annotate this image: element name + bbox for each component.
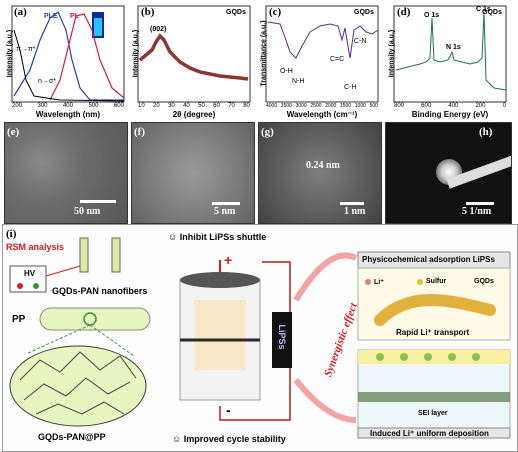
rsm-text: RSM analysis <box>6 242 65 252</box>
separator-label: GQDs-PAN@PP <box>38 432 106 442</box>
fluorescence-glow <box>94 18 102 36</box>
panel-e-label: (e) <box>7 126 20 138</box>
syringe-left <box>79 237 89 273</box>
ftir-cc: C=C <box>330 56 345 63</box>
panel-c-tag: GQDs <box>354 9 374 16</box>
panel-c-xlabel: Wavelength (cm⁻¹) <box>286 110 358 119</box>
ftir-nh: N-H <box>292 78 305 85</box>
scale-g: 1 nm <box>344 206 366 217</box>
lips-box <box>272 312 292 368</box>
ftir-curve <box>267 21 379 59</box>
ftir-cn: C-N <box>354 38 367 45</box>
tem-image-g <box>258 122 382 224</box>
xps-curve <box>395 11 507 91</box>
tem-image-e <box>4 122 128 224</box>
xrd-peak-label: (002) <box>150 26 167 33</box>
xps-n1s: N 1s <box>446 44 461 51</box>
annotation-n: n→σ* <box>38 78 56 85</box>
abs-curve <box>13 29 125 102</box>
panel-c-label: (c) <box>269 6 282 18</box>
induced-title: Induced Li⁺ uniform deposition <box>370 429 489 438</box>
lips-text: LiPSs <box>277 324 287 350</box>
panel-i-label: (i) <box>6 228 17 240</box>
pl-curve <box>49 13 125 101</box>
ftir-ch: C-H <box>344 84 357 91</box>
panel-c <box>265 5 379 103</box>
panel-a-ticks: 200 300 400 500 600 <box>12 103 124 109</box>
fiber-rod <box>374 294 496 326</box>
panel-h-label: (h) <box>479 126 493 138</box>
pp-label: PP <box>12 314 26 325</box>
scale-e: 50 nm <box>74 206 101 217</box>
panel-b <box>137 5 251 103</box>
panel-a-label: (a) <box>14 6 27 18</box>
panel-d-xlabel: Binding Energy (eV) <box>411 110 489 119</box>
lattice-spacing: 0.24 nm <box>306 160 340 171</box>
panel-b-ticks: 10 20 30 40 50 60 70 80 <box>138 103 250 109</box>
plus-sign: + <box>224 252 233 268</box>
panel-a-xlabel: Wavelength (nm) <box>35 110 101 119</box>
saed-image-h <box>385 122 512 224</box>
panel-g-label: (g) <box>261 126 274 138</box>
nanofibers-label: GQDs-PAN nanofibers <box>52 286 148 296</box>
scale-f: 5 nm <box>214 206 236 217</box>
annotation-pi: π→π* <box>16 46 36 53</box>
scale-bar-g <box>340 202 364 205</box>
legend-ple: PLE <box>44 13 58 20</box>
panel-d-label: (d) <box>397 6 411 18</box>
arrow-upper <box>293 252 358 302</box>
panel-b-tag: GQDs <box>226 9 246 16</box>
sei-text: SEI layer <box>418 410 448 417</box>
induced-header <box>357 427 511 439</box>
scale-bar-h <box>466 202 494 205</box>
inhibit-text: ☺ Inhibit LiPSs shuttle <box>168 232 267 242</box>
improved-text: ☺ Improved cycle stability <box>172 434 286 444</box>
panel-d-ticks: 800 600 400 200 0 <box>394 103 506 109</box>
xps-o1s: O 1s <box>424 12 440 19</box>
scale-bar-e <box>80 200 116 203</box>
syringe-right <box>111 237 121 273</box>
panel-b-xlabel: 2θ (degree) <box>172 110 216 119</box>
panel-f-label: (f) <box>134 126 145 138</box>
panel-d <box>393 5 507 103</box>
scale-h: 5 1/nm <box>462 206 492 217</box>
ple-curve <box>13 11 124 101</box>
mesh-zoom <box>9 345 147 427</box>
xrd-curve <box>138 33 249 81</box>
panel-d-tag: GQDs <box>482 9 502 16</box>
panel-a <box>11 5 125 103</box>
legend-pl: PL <box>70 13 79 20</box>
legend-sulfur: Sulfur <box>426 278 447 285</box>
minus-sign: - <box>226 402 231 418</box>
physico-title: Physicochemical adsorption LiPSs <box>362 255 495 264</box>
legend-li: Li⁺ <box>374 279 384 286</box>
xps-c1s: C 1s <box>476 6 491 13</box>
panel-c-ticks: 4000 3500 3000 2500 2000 1500 1000 500 <box>266 103 378 109</box>
rapid-text: Rapid Li⁺ transport <box>396 328 470 337</box>
arrow-lower <box>293 378 357 423</box>
scale-bar-f <box>212 202 240 205</box>
hv-supply-icon <box>9 265 47 293</box>
collector-drum <box>39 307 151 331</box>
panel-b-label: (b) <box>141 6 155 18</box>
circuit-wire <box>219 261 291 421</box>
legend-gqds: GQDs <box>474 278 494 285</box>
tem-image-f <box>131 122 255 224</box>
ftir-oh: O-H <box>280 68 293 75</box>
hv-label: HV <box>24 269 36 278</box>
